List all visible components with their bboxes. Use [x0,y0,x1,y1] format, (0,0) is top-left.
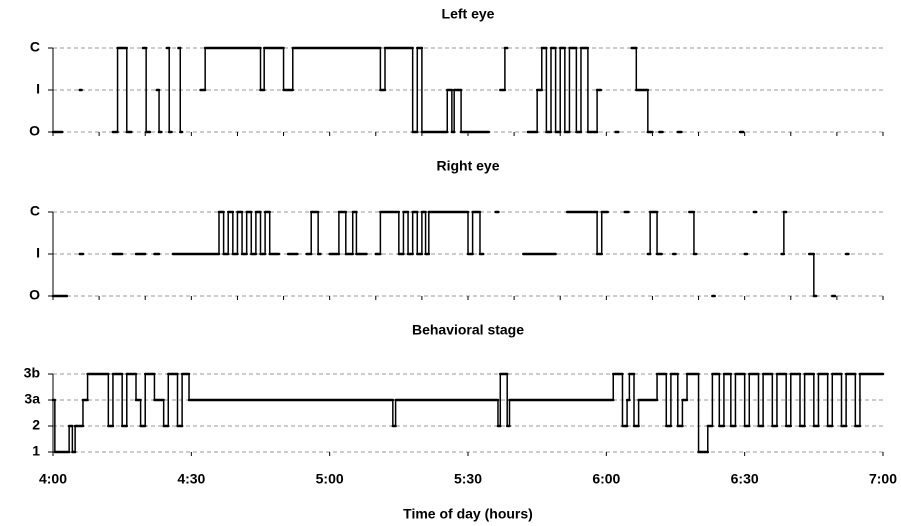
x-tick-label: 5:00 [316,471,344,487]
x-tick-label: 6:00 [592,471,620,487]
y-tick-label: I [36,245,40,261]
x-tick-label: 4:00 [39,471,67,487]
y-tick-label: C [30,203,40,219]
y-tick-label: O [29,123,40,139]
panel-title: Right eye [436,158,499,174]
y-tick-label: O [29,287,40,303]
y-tick-label: 2 [32,417,40,433]
y-tick-label: C [30,39,40,55]
panel-title: Behavioral stage [412,322,524,338]
y-tick-label: 1 [32,443,40,459]
x-tick-label: 5:30 [454,471,482,487]
y-tick-label: 3a [24,391,40,407]
y-tick-label: 3b [24,365,40,381]
x-tick-label: 4:30 [177,471,205,487]
x-axis-label: Time of day (hours) [403,506,533,522]
panel-title: Left eye [442,6,495,22]
x-tick-label: 6:30 [731,471,759,487]
x-tick-label: 7:00 [869,471,897,487]
y-tick-label: I [36,81,40,97]
